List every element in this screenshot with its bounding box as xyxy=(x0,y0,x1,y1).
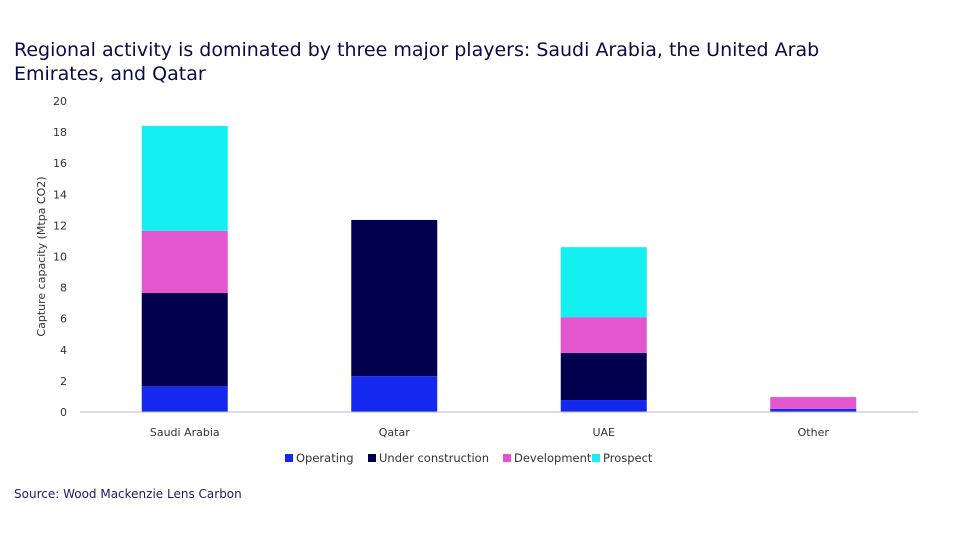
bar-operating xyxy=(560,400,647,412)
bar-under-construction xyxy=(141,293,228,387)
legend-label: Operating xyxy=(296,451,354,465)
bar-under-construction xyxy=(560,352,647,401)
x-tick-label: UAE xyxy=(592,426,615,439)
y-tick-label: 16 xyxy=(53,157,67,170)
chart-title: Regional activity is dominated by three … xyxy=(14,39,820,85)
y-tick-label: 4 xyxy=(60,344,67,357)
bar-operating xyxy=(141,386,228,412)
bar-development xyxy=(560,317,647,353)
x-tick-label: Qatar xyxy=(379,426,410,439)
bar-prospect xyxy=(560,247,647,318)
legend-label: Prospect xyxy=(603,451,653,465)
bar-prospect xyxy=(141,125,228,231)
legend-swatch xyxy=(285,454,293,462)
y-tick-label: 20 xyxy=(53,95,67,108)
bar-operating xyxy=(770,408,857,412)
legend-swatch xyxy=(592,454,600,462)
y-axis-label: Capture capacity (Mtpa CO2) xyxy=(35,176,48,336)
bar-development xyxy=(141,230,228,294)
y-tick-label: 18 xyxy=(53,126,67,139)
y-tick-label: 10 xyxy=(53,251,67,264)
y-tick-label: 12 xyxy=(53,219,67,232)
bar-under-construction xyxy=(351,219,438,377)
bar-operating xyxy=(351,376,438,412)
legend-label: Under construction xyxy=(379,451,489,465)
x-tick-label: Other xyxy=(798,426,830,439)
legend-swatch xyxy=(503,454,511,462)
y-tick-label: 2 xyxy=(60,375,67,388)
legend-label: Development xyxy=(514,451,592,465)
bar-development xyxy=(770,397,857,409)
legend-swatch xyxy=(368,454,376,462)
x-tick-label: Saudi Arabia xyxy=(150,426,220,439)
source-note: Source: Wood Mackenzie Lens Carbon xyxy=(14,487,242,501)
y-tick-label: 0 xyxy=(60,406,67,419)
y-tick-label: 8 xyxy=(60,282,67,295)
y-tick-label: 6 xyxy=(60,313,67,326)
y-tick-label: 14 xyxy=(53,188,67,201)
